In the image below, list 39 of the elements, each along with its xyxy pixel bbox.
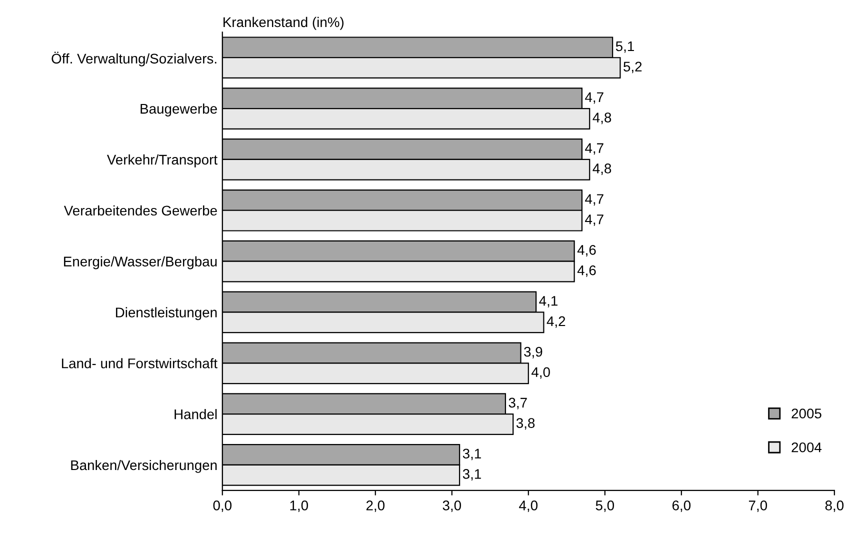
data-label: 4,7 (585, 194, 604, 206)
data-label: 3,9 (524, 346, 542, 358)
y-tick-label: Banken/Versicherungen (71, 460, 217, 473)
x-tick-label: 2,0 (366, 500, 385, 512)
x-tick-label: 5,0 (596, 500, 614, 512)
y-tick-label: Verarbeitendes Gewerbe (64, 205, 217, 216)
data-label: 4,7 (585, 92, 604, 104)
x-tick-label: 7,0 (748, 500, 768, 512)
y-tick-label: Energie/Wasser/Bergbau (64, 256, 217, 270)
x-tick-label: 1,0 (290, 500, 308, 512)
x-tick-label: 6,0 (672, 500, 691, 512)
x-tick-label: 3,0 (442, 500, 462, 512)
y-tick-label: Verkehr/Transport (106, 154, 218, 168)
x-tick-label: 8,0 (825, 500, 844, 512)
data-label: 4,2 (546, 316, 566, 328)
y-tick-label: Baugewerbe (140, 104, 217, 116)
data-label: 5,2 (624, 62, 642, 74)
y-tick-label: Land- und Forstwirtschaft (62, 358, 218, 368)
x-tick-label: 4,0 (519, 500, 538, 512)
data-label: 4,8 (592, 112, 612, 124)
x-tick-label: 0,0 (213, 500, 232, 512)
data-label: 4,6 (577, 265, 596, 277)
data-label: 5,1 (616, 41, 634, 53)
x-axis-title: Krankenstand (in%) (224, 16, 344, 30)
data-label: 3,7 (508, 398, 527, 410)
data-label: 3,1 (462, 469, 481, 481)
data-label: 4,8 (592, 164, 612, 176)
data-label: 3,8 (516, 418, 535, 430)
y-tick-label: Handel (174, 409, 217, 420)
data-label: 4,1 (539, 296, 558, 308)
legend-label: 2004 (792, 442, 822, 452)
data-label: 4,6 (577, 245, 596, 256)
data-label: 4,7 (585, 143, 604, 155)
data-label: 3,1 (462, 448, 481, 460)
y-tick-label: Dienstleistungen (116, 307, 217, 320)
data-label: 4,7 (585, 214, 604, 226)
y-tick-label: Öff. Verwaltung/Sozialvers. (52, 52, 216, 66)
legend-label: 2005 (792, 408, 822, 418)
data-label: 4,0 (532, 367, 550, 379)
